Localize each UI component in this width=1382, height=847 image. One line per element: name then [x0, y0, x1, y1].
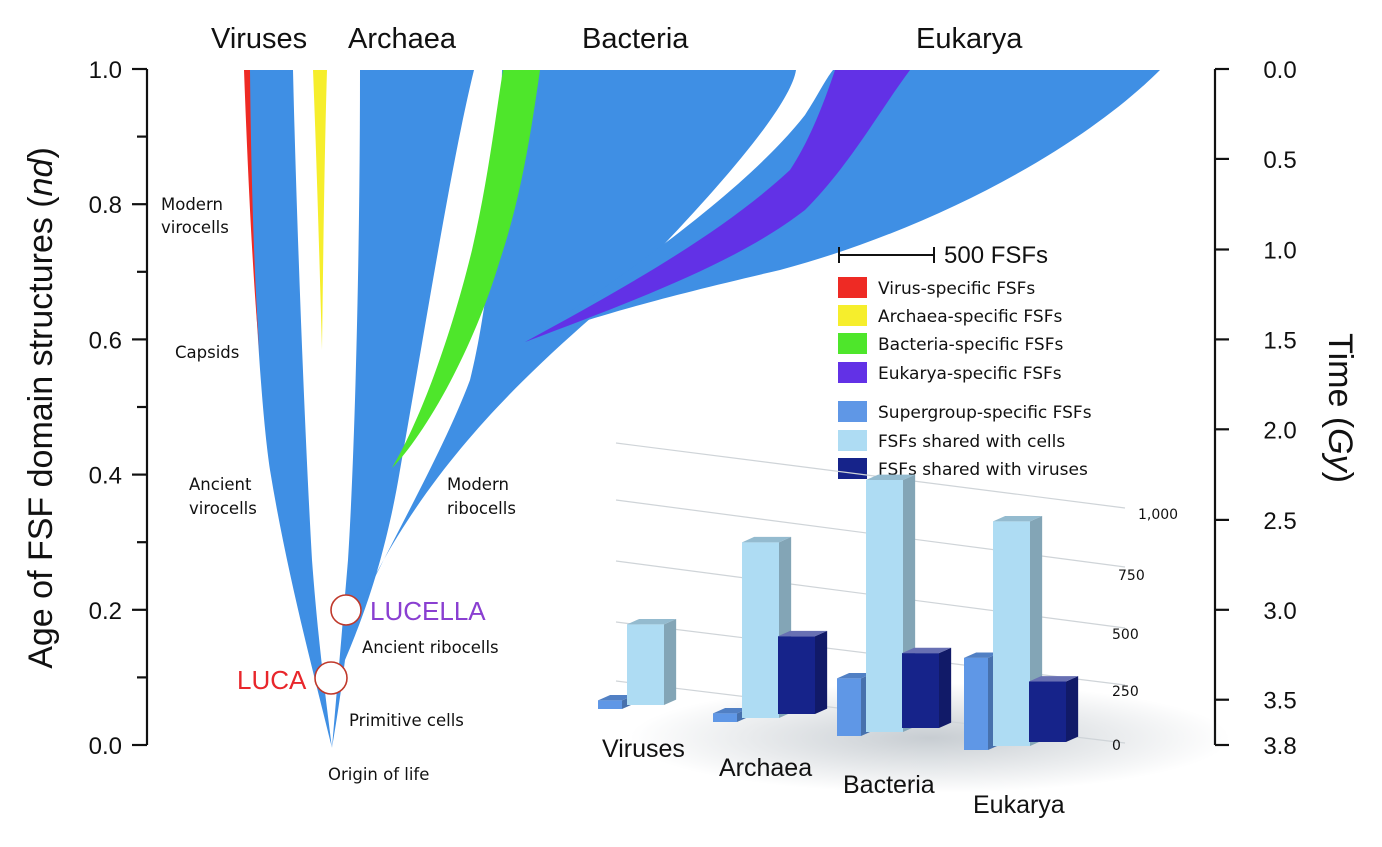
right-axis-tick-label: 3.5 [1263, 688, 1296, 715]
left-axis-title: Age of FSF domain structures (nd) [22, 147, 60, 669]
right-axis-title: Time (Gy) [1321, 333, 1359, 483]
legend-label: FSFs shared with cells [878, 432, 1065, 452]
right-axis-tick-label: 0.5 [1263, 147, 1296, 174]
viruses-branch [247, 70, 332, 748]
left-axis-tick-label: 0.2 [89, 598, 122, 625]
left-axis-tick-label: 0.6 [89, 327, 122, 354]
luca-node[interactable] [314, 661, 348, 695]
annotation-modern-virocells-2: virocells [161, 218, 229, 237]
bar-chart-tick-label: 0 [1112, 738, 1121, 754]
bar-chart-bars [598, 474, 1079, 750]
annotation-origin-of-life: Origin of life [328, 765, 429, 784]
left-axis-tick-label: 0.8 [89, 192, 122, 219]
right-axis-tick-label: 2.5 [1263, 508, 1296, 535]
bar-eukarya-2 [1029, 676, 1079, 742]
left-axis-ticks: 0.0 0.2 0.4 0.6 0.8 1.0 [89, 57, 147, 760]
bar-chart-tick-label: 750 [1118, 568, 1145, 584]
annotation-primitive-cells: Primitive cells [349, 711, 464, 730]
supergroup-label-archaea: Archaea [348, 23, 457, 55]
bar-category-label: Archaea [719, 754, 812, 782]
supergroup-labels: Viruses Archaea Bacteria Eukarya [211, 23, 1023, 55]
bar-category-label: Viruses [602, 735, 685, 763]
archaea-branch [332, 70, 474, 748]
annotation-ancient-virocells-2: virocells [189, 499, 257, 518]
annotation-ancient-ribocells: Ancient ribocells [362, 638, 499, 657]
annotation-ancient-virocells-1: Ancient [189, 475, 252, 494]
scale-bar-label: 500 FSFs [944, 242, 1048, 269]
bacteria-specific-stripe [392, 70, 540, 468]
right-axis-tick-label: 3.8 [1263, 733, 1296, 760]
virus-specific-stripe [244, 70, 260, 355]
inset-bar-chart: 0 250 500 750 1,000 Viruses Archaea Bacteria Eu… [598, 442, 1230, 819]
bar-chart-tick-labels: 0 250 500 750 1,000 [1112, 507, 1178, 754]
right-axis: 0.0 0.5 1.0 1.5 2.0 2.5 3.0 3.5 3.8 Time (Gy) [1213, 57, 1359, 760]
bar-bacteria-2 [902, 647, 952, 728]
annotation-modern-ribocells-1: Modern [447, 475, 509, 494]
left-axis: 0.0 0.2 0.4 0.6 0.8 1.0 Age of FSF domain str… [22, 57, 149, 760]
legend: 500 FSFs Virus-specific FSFs Archaea-spec… [838, 242, 1092, 480]
annotation-modern-ribocells-2: ribocells [447, 499, 516, 518]
bar-chart-gridline [615, 442, 1126, 509]
bar-archaea-2 [778, 630, 828, 714]
legend-label: Virus-specific FSFs [878, 279, 1035, 299]
bacteria-branch [345, 70, 796, 640]
legend-swatch [838, 430, 867, 451]
annotation-modern-virocells-1: Modern [161, 195, 223, 214]
legend-swatch [838, 458, 867, 479]
bar-category-label: Eukarya [973, 791, 1065, 819]
bar-chart-tick-label: 1,000 [1138, 507, 1178, 523]
right-axis-ticks: 0.0 0.5 1.0 1.5 2.0 2.5 3.0 3.5 3.8 [1215, 57, 1297, 760]
right-axis-tick-label: 1.0 [1263, 237, 1296, 264]
legend-swatch [838, 362, 867, 383]
legend-label: Archaea-specific FSFs [878, 307, 1062, 327]
legend-label: Bacteria-specific FSFs [878, 335, 1063, 355]
legend-swatch [838, 277, 867, 298]
supergroup-label-bacteria: Bacteria [582, 23, 689, 55]
supergroup-label-eukarya: Eukarya [916, 23, 1023, 55]
bar-chart-tick-label: 500 [1112, 627, 1139, 643]
annotation-capsids: Capsids [175, 343, 239, 362]
bar-category-label: Bacteria [843, 771, 935, 799]
right-axis-tick-label: 3.0 [1263, 598, 1296, 625]
right-axis-tick-label: 0.0 [1263, 57, 1296, 84]
bar-chart-tick-label: 250 [1112, 684, 1139, 700]
tree-of-life-diagram: LUCELLA LUCA Modern virocells Capsids An… [161, 70, 1160, 784]
legend-swatch [838, 401, 867, 422]
right-axis-tick-label: 1.5 [1263, 327, 1296, 354]
legend-label: Supergroup-specific FSFs [878, 403, 1092, 423]
lucella-node[interactable] [330, 594, 362, 626]
lucella-label: LUCELLA [370, 596, 486, 626]
bar-viruses-1 [627, 618, 677, 705]
supergroup-label-viruses: Viruses [211, 23, 307, 55]
legend-label: FSFs shared with viruses [878, 460, 1088, 480]
legend-swatch [838, 333, 867, 354]
scale-bar: 500 FSFs [838, 242, 1048, 269]
right-axis-tick-label: 2.0 [1263, 417, 1296, 444]
legend-label: Eukarya-specific FSFs [878, 364, 1062, 384]
left-axis-tick-label: 0.0 [89, 733, 122, 760]
left-axis-tick-label: 1.0 [89, 57, 122, 84]
luca-label: LUCA [237, 665, 307, 695]
legend-swatch [838, 305, 867, 326]
archaea-specific-stripe [313, 70, 327, 350]
left-axis-tick-label: 0.4 [89, 463, 122, 490]
eukarya-specific-stripe [525, 70, 910, 342]
bar-chart-categories: Viruses Archaea Bacteria Eukarya [602, 735, 1065, 819]
